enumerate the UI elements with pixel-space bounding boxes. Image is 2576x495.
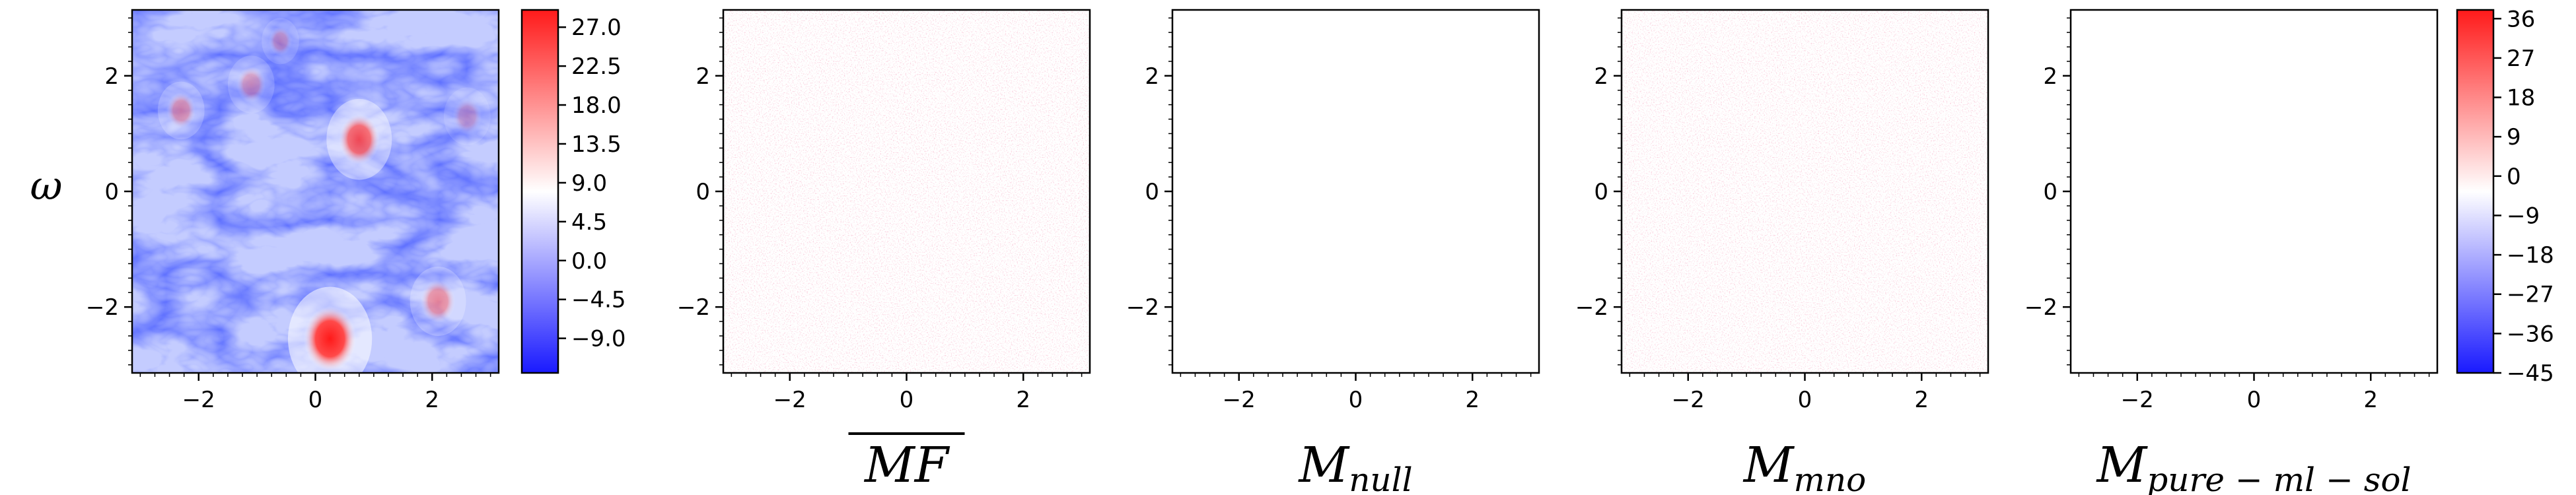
panel-4: −2 0 2 2 0 −2 Mmno [1575,9,1989,495]
plot-area [1172,10,1539,373]
colorbar-gradient [522,10,558,373]
panel-3: −2 0 2 2 0 −2 Mnull [1126,9,1540,495]
colorbar-tick-label: 4.5 [571,209,607,236]
colorbar-tick-label: −4.5 [571,287,626,314]
colorbar-2: 36 27 18 9 0 −9 −18 −27 −36 −45 [2456,6,2554,387]
x-axis-label: Mnull [1297,437,1412,495]
y-tick-label: 2 [1594,63,1608,90]
colorbar-tick-label: −9.0 [571,326,626,352]
vortex [236,66,266,103]
x-tick-label: −2 [773,387,806,413]
x-tick-label: 2 [1914,387,1929,413]
panel-5: −2 0 2 2 0 −2 Mpure − ml − sol [2024,9,2439,495]
vortex [268,26,293,56]
x-axis-label: Mmno [1742,437,1867,495]
colorbar-tick-label: 22.5 [571,53,622,80]
colorbar-frame [2456,9,2495,374]
plot-area [723,10,1090,373]
x-axis-label-subscript: null [1349,461,1412,495]
y-tick-label: 0 [1145,179,1159,205]
x-tick-label: 2 [2363,387,2378,413]
y-tick-label: 0 [104,179,119,205]
colorbar-tick-label: −18 [2507,242,2554,269]
colorbar-tick-label: 9.0 [571,170,607,197]
colorbar-tick-label: 0.0 [571,248,607,275]
field-speckle-texture [723,10,1090,373]
vortex [303,306,357,372]
x-tick-label: 0 [900,387,914,413]
y-axis-label: ω [30,163,63,209]
x-axis-label-subscript: mno [1794,461,1867,495]
x-tick-label: −2 [1223,387,1256,413]
x-tick-label: −2 [1672,387,1705,413]
colorbar-frame [520,9,559,374]
y-tick-label: −2 [2024,294,2057,321]
x-tick-label: 2 [425,387,439,413]
vortex [338,114,380,165]
colorbar-tick-label: 18.0 [571,92,622,119]
x-tick-label: 0 [1798,387,1812,413]
y-tick-label: 2 [2043,63,2057,90]
field-background [1172,10,1539,373]
x-tick-label: 2 [1465,387,1480,413]
colorbar-1: 27.0 22.5 18.0 13.5 9.0 4.5 0.0 −4.5 −9.0 [520,9,626,374]
colorbar-tick-label: −27 [2507,282,2554,308]
y-tick-label: 0 [2043,179,2057,205]
x-tick-label: 0 [2247,387,2262,413]
y-tick-label: 0 [696,179,710,205]
plot-area [1622,10,1988,373]
x-axis-label: Mpure − ml − sol [2095,437,2411,495]
x-axis-label-subscript: pure − ml − sol [2147,461,2411,495]
colorbar-tick-label: 27 [2507,46,2535,72]
y-tick-label: 2 [696,63,710,90]
x-tick-label: 2 [1016,387,1030,413]
y-tick-label: 0 [1594,179,1608,205]
panel-1: −2 0 2 2 0 −2 ω [30,9,500,413]
y-tick-label: −2 [677,294,710,321]
plot-area [2071,10,2437,373]
vortex [452,98,482,135]
vortex [420,279,456,323]
colorbar-tick-label: 27.0 [571,15,622,41]
colorbar-tick-label: 0 [2507,164,2521,190]
vortex [166,92,196,129]
colorbar-tick-label: 9 [2507,124,2521,150]
x-tick-label: −2 [182,387,215,413]
y-tick-label: 2 [104,63,119,90]
colorbar-gradient [2457,10,2493,373]
colorbar-tick-label: −36 [2507,321,2554,347]
colorbar-tick-label: 13.5 [571,131,622,158]
field-speckle-texture [1622,10,1988,373]
x-tick-label: 0 [308,387,323,413]
y-tick-label: 2 [1145,63,1159,90]
y-tick-label: −2 [1575,294,1608,321]
colorbar-tick-label: −45 [2507,360,2554,387]
colorbar-tick-label: 18 [2507,85,2535,112]
plot-area [132,10,499,373]
field-background [2071,10,2437,373]
x-tick-label: 0 [1349,387,1363,413]
x-axis-label: MF [863,437,950,494]
colorbar-tick-label: −9 [2507,203,2540,229]
panel-2: −2 0 2 2 0 −2 MF [677,9,1091,494]
y-tick-label: −2 [1126,294,1159,321]
x-tick-label: −2 [2121,387,2154,413]
y-tick-label: −2 [86,294,119,321]
colorbar-tick-label: 36 [2507,6,2535,32]
